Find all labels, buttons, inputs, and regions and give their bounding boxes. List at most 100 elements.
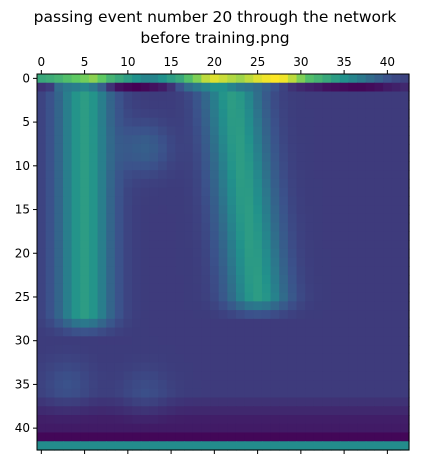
heatmap-cell: [175, 319, 184, 328]
heatmap-cell: [193, 371, 202, 380]
heatmap-cell: [175, 153, 184, 162]
heatmap-cell: [149, 135, 158, 144]
heatmap-cell: [392, 91, 401, 100]
heatmap-cell: [288, 354, 297, 363]
heatmap-cell: [366, 144, 375, 153]
heatmap-cell: [340, 118, 349, 127]
heatmap-cell: [236, 153, 245, 162]
heatmap-cell: [288, 240, 297, 249]
heatmap-cell: [271, 205, 280, 214]
heatmap-cell: [288, 336, 297, 345]
heatmap-cell: [297, 231, 306, 240]
heatmap-cell: [89, 328, 98, 337]
heatmap-cell: [262, 354, 271, 363]
heatmap-cell: [193, 109, 202, 118]
heatmap-cell: [158, 100, 167, 109]
heatmap-cell: [210, 328, 219, 337]
heatmap-cell: [322, 161, 331, 170]
heatmap-cell: [167, 406, 176, 415]
heatmap-cell: [227, 161, 236, 170]
heatmap-cell: [37, 371, 46, 380]
heatmap-cell: [322, 380, 331, 389]
heatmap-cell: [54, 258, 63, 267]
heatmap-cell: [322, 336, 331, 345]
heatmap-cell: [305, 179, 314, 188]
heatmap-cell: [149, 424, 158, 433]
heatmap-cell: [314, 161, 323, 170]
heatmap-cell: [132, 170, 141, 179]
heatmap-cell: [141, 249, 150, 258]
heatmap-cell: [54, 354, 63, 363]
heatmap-cell: [115, 100, 124, 109]
heatmap-cell: [98, 144, 107, 153]
heatmap-cell: [132, 389, 141, 398]
heatmap-cell: [322, 319, 331, 328]
heatmap-cell: [374, 371, 383, 380]
heatmap-cell: [141, 284, 150, 293]
heatmap-cell: [219, 301, 228, 310]
heatmap-cell: [115, 301, 124, 310]
heatmap-cell: [149, 284, 158, 293]
heatmap-cell: [245, 293, 254, 302]
heatmap-cell: [305, 205, 314, 214]
heatmap-cell: [322, 433, 331, 442]
heatmap-cell: [392, 424, 401, 433]
heatmap-cell: [37, 83, 46, 92]
heatmap-cell: [262, 74, 271, 83]
heatmap-cell: [115, 363, 124, 372]
heatmap-cell: [201, 126, 210, 135]
heatmap-cell: [89, 161, 98, 170]
heatmap-cell: [262, 389, 271, 398]
heatmap-cell: [193, 310, 202, 319]
heatmap-cell: [132, 196, 141, 205]
heatmap-cell: [236, 310, 245, 319]
heatmap-cell: [37, 301, 46, 310]
heatmap-cell: [297, 91, 306, 100]
heatmap-cell: [271, 293, 280, 302]
heatmap-cell: [357, 144, 366, 153]
heatmap-cell: [63, 406, 72, 415]
heatmap-cell: [400, 118, 409, 127]
heatmap-cell: [253, 223, 262, 232]
heatmap-cell: [340, 284, 349, 293]
heatmap-cell: [279, 433, 288, 442]
heatmap-cell: [383, 380, 392, 389]
heatmap-cell: [245, 240, 254, 249]
y-tick-label: 40: [15, 421, 30, 435]
heatmap-cell: [63, 109, 72, 118]
heatmap-cell: [193, 223, 202, 232]
heatmap-cell: [279, 196, 288, 205]
heatmap-cell: [288, 91, 297, 100]
heatmap-cell: [253, 126, 262, 135]
heatmap-cell: [158, 249, 167, 258]
heatmap-cell: [132, 398, 141, 407]
heatmap-cell: [167, 188, 176, 197]
heatmap-cell: [175, 118, 184, 127]
heatmap-cell: [132, 153, 141, 162]
heatmap-cell: [63, 275, 72, 284]
heatmap-cell: [46, 196, 55, 205]
heatmap-cell: [175, 188, 184, 197]
heatmap-cell: [167, 109, 176, 118]
heatmap-cell: [374, 91, 383, 100]
heatmap-cell: [262, 240, 271, 249]
heatmap-cell: [54, 109, 63, 118]
heatmap-cell: [98, 135, 107, 144]
heatmap-cell: [314, 424, 323, 433]
heatmap-cell: [271, 188, 280, 197]
heatmap-cell: [374, 345, 383, 354]
heatmap-cell: [392, 433, 401, 442]
heatmap-cell: [80, 441, 89, 450]
heatmap-cell: [357, 205, 366, 214]
heatmap-cell: [348, 231, 357, 240]
heatmap-cell: [132, 126, 141, 135]
heatmap-cell: [366, 214, 375, 223]
heatmap-cell: [253, 214, 262, 223]
heatmap-cell: [141, 441, 150, 450]
heatmap-cell: [383, 153, 392, 162]
heatmap-cell: [201, 91, 210, 100]
x-tick-label: 15: [163, 55, 178, 69]
heatmap-cell: [236, 301, 245, 310]
heatmap-cell: [201, 179, 210, 188]
heatmap-cell: [279, 301, 288, 310]
